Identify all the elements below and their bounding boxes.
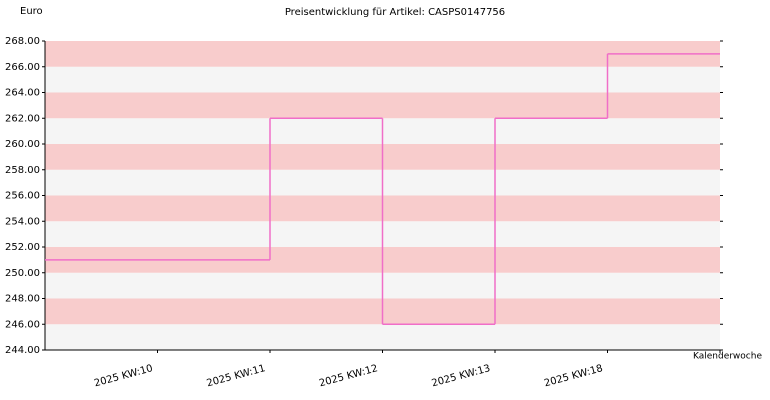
y-tick-label: 258.00 — [5, 165, 40, 176]
x-tick-label: 2025 KW:18 — [543, 363, 604, 389]
y-tick-label: 260.00 — [5, 139, 40, 150]
grid-band — [45, 324, 720, 350]
grid-band — [45, 66, 720, 93]
y-tick-label: 262.00 — [5, 113, 40, 124]
y-tick-label: 250.00 — [5, 268, 40, 279]
x-tick-label: 2025 KW:11 — [206, 363, 267, 389]
y-tick-label: 256.00 — [5, 191, 40, 202]
x-tick-label: 2025 KW:13 — [431, 363, 492, 389]
y-tick-label: 266.00 — [5, 62, 40, 73]
x-tick-label: 2025 KW:10 — [93, 363, 154, 389]
y-tick-label: 264.00 — [5, 88, 40, 99]
x-axis-label: Kalenderwoche — [693, 352, 762, 362]
chart-title: Preisentwicklung für Artikel: CASPS01477… — [285, 7, 505, 18]
x-tick-label: 2025 KW:12 — [318, 363, 379, 389]
y-tick-label: 248.00 — [5, 294, 40, 305]
y-axis-label: Euro — [20, 6, 43, 17]
y-tick-label: 254.00 — [5, 216, 40, 227]
y-tick-label: 244.00 — [5, 345, 40, 356]
y-tick-label: 246.00 — [5, 319, 40, 330]
grid-band — [45, 92, 720, 119]
y-tick-label: 268.00 — [5, 36, 40, 47]
y-tick-label: 252.00 — [5, 242, 40, 253]
